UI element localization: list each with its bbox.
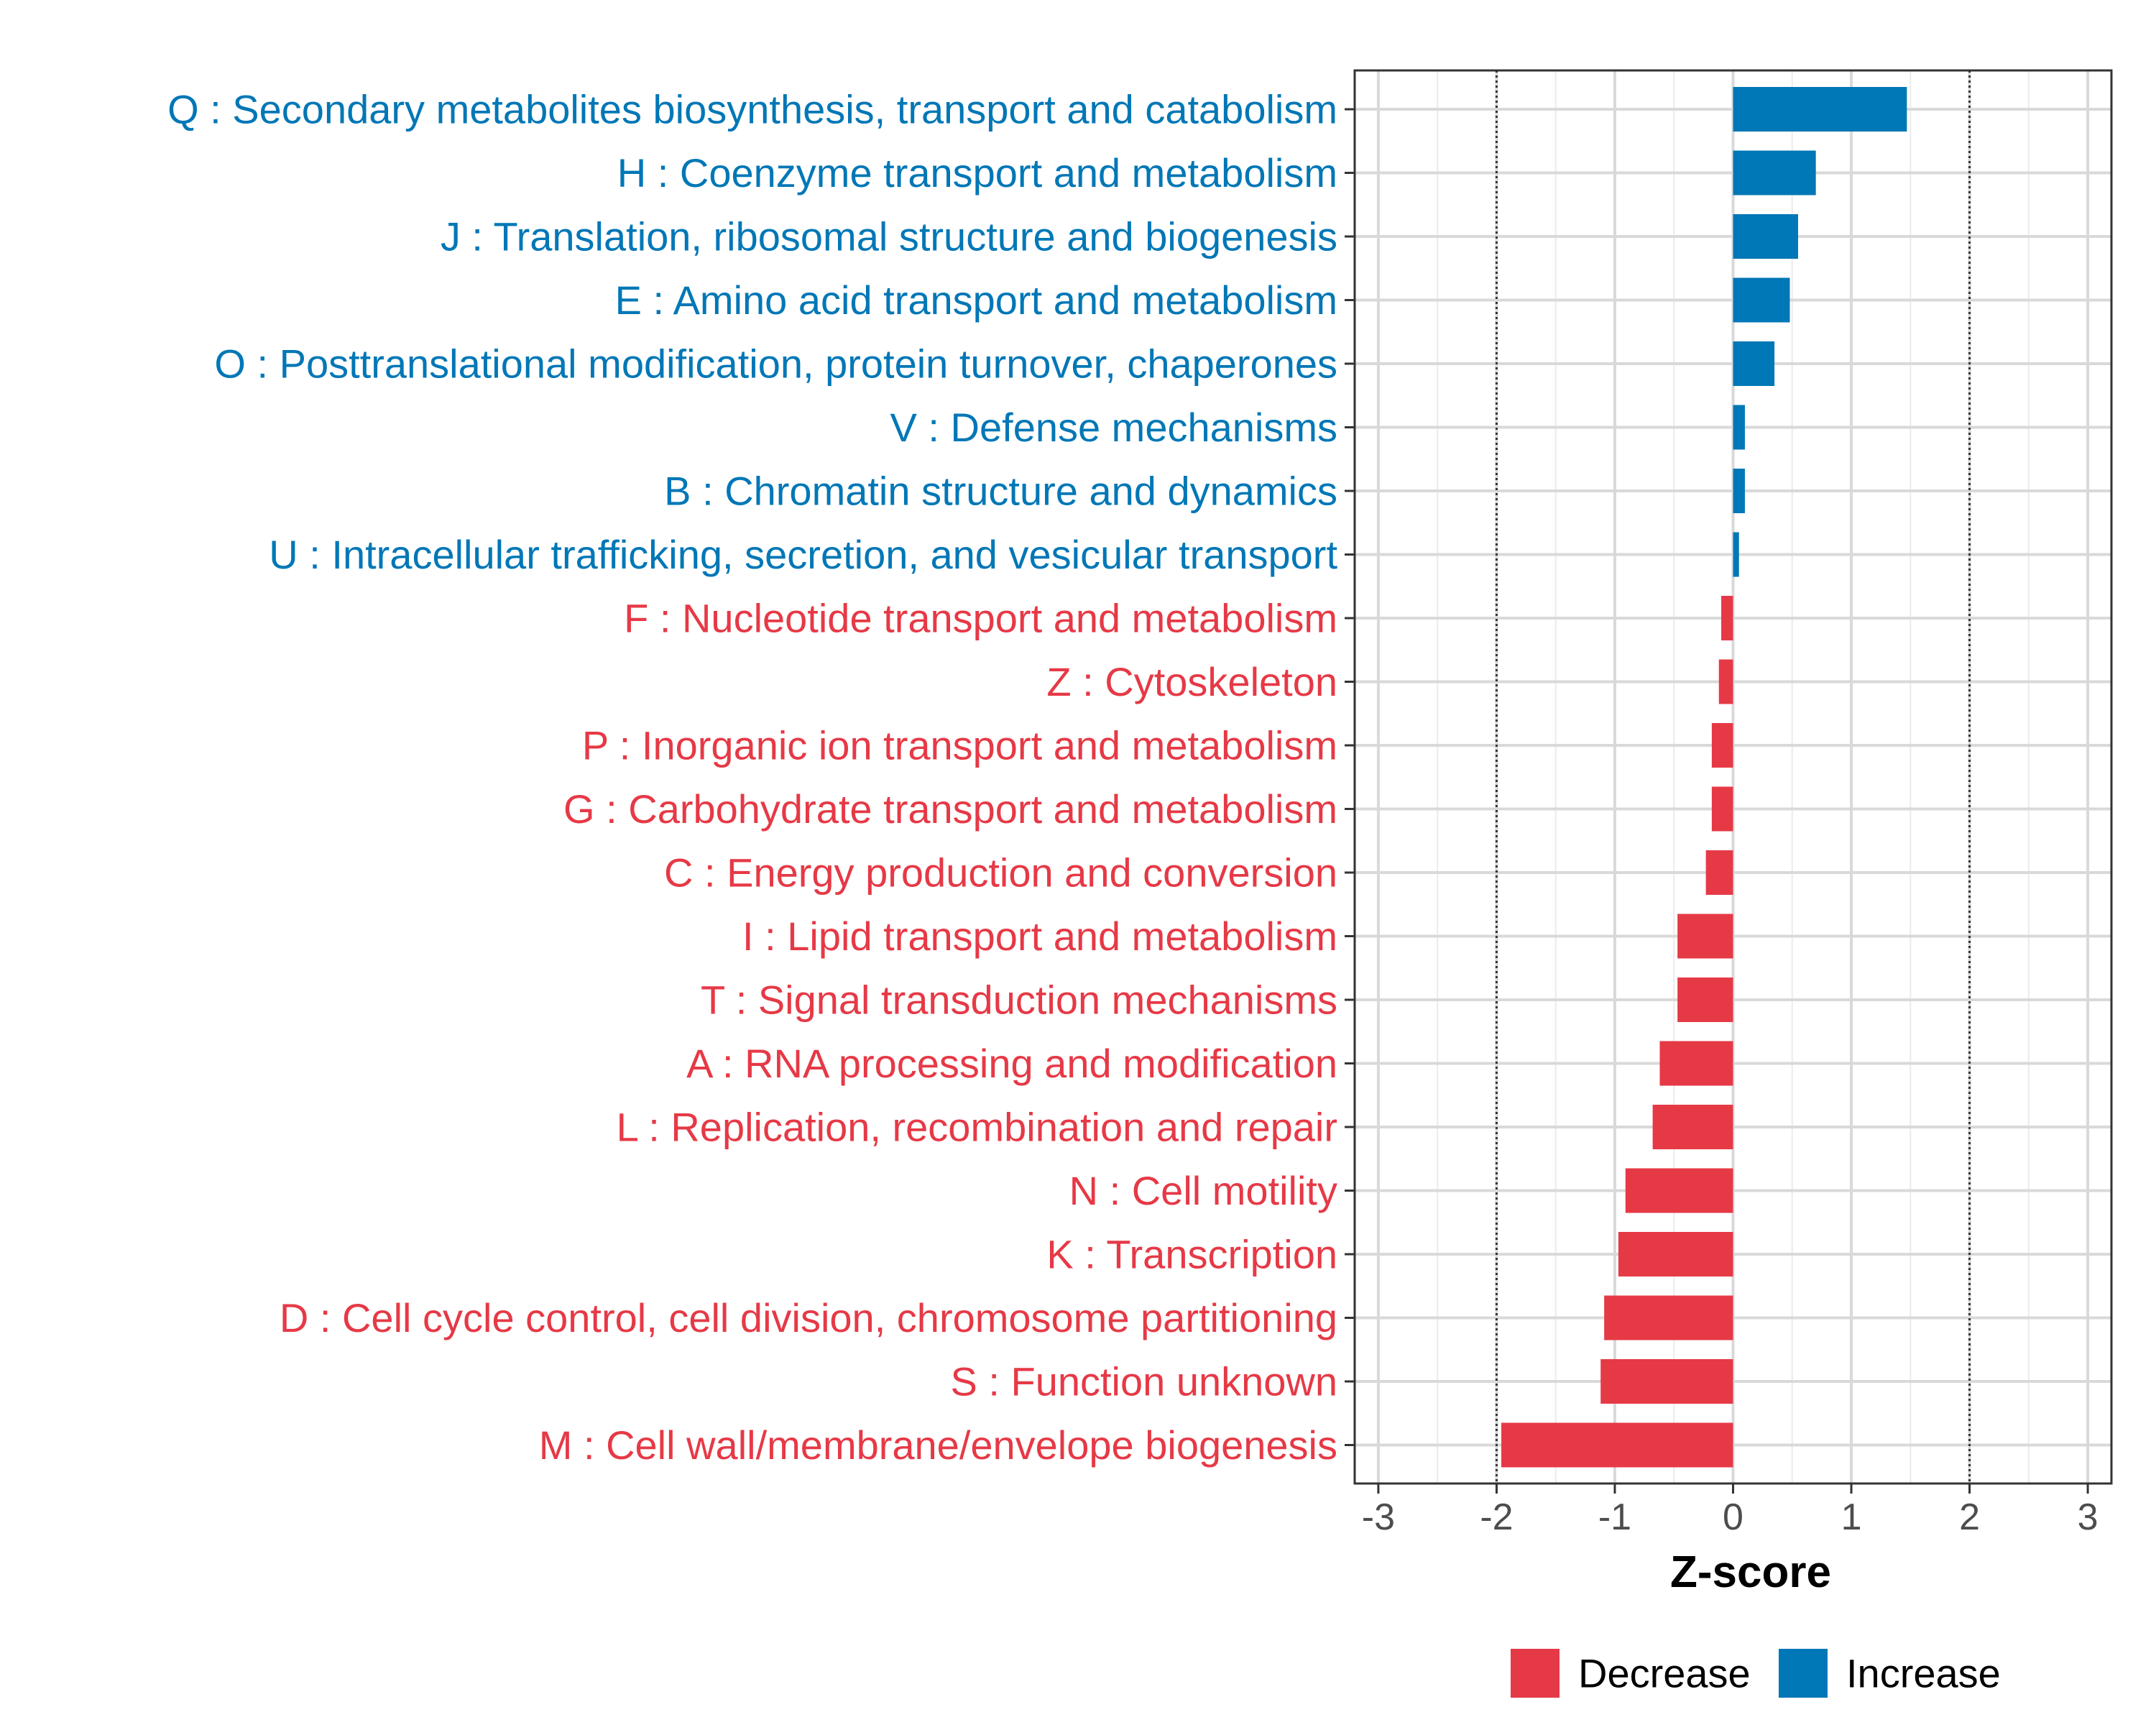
legend-label-decrease: Decrease bbox=[1578, 1651, 1751, 1696]
bar-t bbox=[1677, 978, 1733, 1022]
bar-s bbox=[1600, 1359, 1733, 1404]
bar-m bbox=[1501, 1422, 1733, 1468]
category-label: I : Lipid transport and metabolism bbox=[742, 914, 1337, 959]
reference-lines bbox=[1495, 70, 1971, 1484]
category-label: C : Energy production and conversion bbox=[664, 850, 1337, 896]
category-label: V : Defense mechanisms bbox=[890, 405, 1337, 450]
bar-f bbox=[1721, 596, 1733, 640]
category-label: S : Function unknown bbox=[950, 1359, 1337, 1404]
category-label: E : Amino acid transport and metabolism bbox=[615, 277, 1337, 323]
category-label: F : Nucleotide transport and metabolism bbox=[624, 596, 1337, 641]
category-label: G : Carbohydrate transport and metabolis… bbox=[563, 786, 1337, 832]
category-label: Z : Cytoskeleton bbox=[1046, 659, 1337, 704]
category-label: Q : Secondary metabolites biosynthesis, … bbox=[167, 87, 1337, 132]
x-axis-ticks: -3 -2 -1 0 1 2 3 bbox=[1362, 1484, 2099, 1538]
bar-v bbox=[1733, 405, 1745, 450]
bar-h bbox=[1733, 150, 1816, 196]
bar-u bbox=[1733, 532, 1739, 577]
bar-j bbox=[1733, 214, 1798, 259]
bars-layer bbox=[1501, 87, 1907, 1468]
category-label: L : Replication, recombination and repai… bbox=[617, 1105, 1337, 1150]
x-tick-label: -3 bbox=[1362, 1496, 1395, 1538]
legend-label-increase: Increase bbox=[1846, 1651, 2001, 1696]
category-label: H : Coenzyme transport and metabolism bbox=[617, 150, 1337, 196]
x-tick-label: 3 bbox=[2078, 1496, 2099, 1538]
y-axis-labels: Q : Secondary metabolites biosynthesis, … bbox=[167, 87, 1337, 1468]
category-label: U : Intracellular trafficking, secretion… bbox=[269, 532, 1337, 577]
legend-swatch-increase bbox=[1779, 1649, 1828, 1698]
category-label: N : Cell motility bbox=[1069, 1168, 1337, 1213]
bar-p bbox=[1711, 723, 1733, 768]
category-label: B : Chromatin structure and dynamics bbox=[664, 469, 1337, 514]
x-tick-label: 2 bbox=[1959, 1496, 1980, 1538]
bar-k bbox=[1618, 1232, 1733, 1276]
legend-swatch-decrease bbox=[1511, 1649, 1560, 1698]
bar-z bbox=[1718, 659, 1733, 704]
x-axis-title: Z-score bbox=[1670, 1547, 1831, 1597]
bar-c bbox=[1705, 850, 1733, 895]
x-tick-label: 0 bbox=[1723, 1496, 1743, 1538]
bar-o bbox=[1733, 341, 1775, 386]
bar-b bbox=[1733, 469, 1745, 513]
category-label: J : Translation, ribosomal structure and… bbox=[441, 214, 1337, 259]
category-label: K : Transcription bbox=[1046, 1232, 1337, 1277]
legend: Decrease Increase bbox=[1511, 1649, 2001, 1698]
bar-d bbox=[1604, 1295, 1733, 1340]
bar-e bbox=[1733, 277, 1790, 323]
category-label: T : Signal transduction mechanisms bbox=[701, 978, 1337, 1023]
x-tick-label: 1 bbox=[1841, 1496, 1862, 1538]
x-tick-label: -2 bbox=[1480, 1496, 1513, 1538]
bar-i bbox=[1677, 914, 1733, 959]
bar-g bbox=[1711, 786, 1733, 832]
bar-l bbox=[1652, 1105, 1733, 1149]
y-axis-ticks bbox=[1345, 108, 1355, 1446]
bar-n bbox=[1625, 1168, 1733, 1213]
category-label: A : RNA processing and modification bbox=[686, 1041, 1337, 1086]
category-label: O : Posttranslational modification, prot… bbox=[214, 341, 1337, 387]
category-label: M : Cell wall/membrane/envelope biogenes… bbox=[539, 1422, 1337, 1468]
bar-q bbox=[1733, 87, 1907, 132]
category-label: D : Cell cycle control, cell division, c… bbox=[280, 1295, 1337, 1340]
bar-a bbox=[1659, 1041, 1733, 1086]
x-tick-label: -1 bbox=[1598, 1496, 1631, 1538]
category-label: P : Inorganic ion transport and metaboli… bbox=[582, 723, 1337, 768]
